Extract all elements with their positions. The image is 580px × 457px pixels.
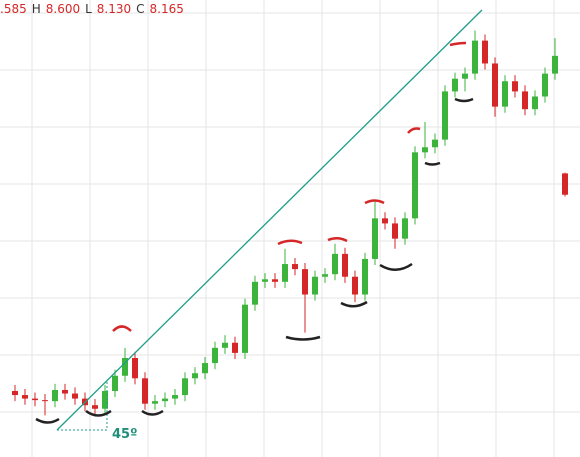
candle-body [22, 395, 28, 399]
candle-body [192, 373, 198, 379]
candle-body [322, 274, 328, 277]
candle-body [62, 389, 68, 394]
candle-body [342, 253, 348, 277]
candle-body [482, 40, 488, 64]
angle-guide [57, 380, 108, 431]
angle-label: 45º [112, 427, 137, 442]
header: .585 H 8.600 L 8.130 C 8.165 [0, 2, 184, 16]
candles [12, 30, 568, 416]
candle-body [302, 269, 308, 295]
candle-body [562, 173, 568, 195]
header-item: H [32, 2, 41, 16]
candle-body [552, 55, 558, 74]
trend-line [56, 9, 483, 431]
candle-body [372, 218, 378, 259]
candle-body [12, 390, 18, 396]
header-item: .585 [0, 2, 27, 16]
candle-body [72, 393, 78, 399]
candle-body [132, 357, 138, 379]
candle-body [122, 357, 128, 376]
candle-body [142, 378, 148, 404]
support-marks [35, 97, 474, 424]
candle-body [292, 264, 298, 270]
candle-body [152, 401, 158, 404]
candle-body [272, 279, 278, 282]
candle-body [382, 218, 388, 224]
header-item: 8.600 [46, 2, 80, 16]
candle-body [422, 147, 428, 153]
candle-body [452, 78, 458, 92]
candle-body [312, 276, 318, 295]
candle-body [202, 363, 208, 374]
candle-body [432, 139, 438, 148]
header-item: C [136, 2, 144, 16]
candle-body [32, 398, 38, 401]
candle-body [532, 96, 538, 110]
candle-body [492, 63, 498, 107]
candle-body [362, 258, 368, 295]
candle-body [512, 81, 518, 92]
candle-body [162, 398, 168, 402]
resistance-marks [112, 41, 467, 332]
candle-body [462, 73, 468, 79]
candle-body [182, 378, 188, 396]
candle-body [222, 342, 228, 348]
candle-body [102, 390, 108, 409]
candle-body [392, 223, 398, 239]
candle-body [262, 279, 268, 282]
candle-body [172, 395, 178, 399]
candle-body [442, 91, 448, 140]
header-item: L [85, 2, 92, 16]
candle-body [522, 91, 528, 110]
candle-body [252, 281, 258, 305]
candle-body [282, 264, 288, 282]
candle-body [502, 81, 508, 107]
candle-body [472, 40, 478, 74]
candle-body [112, 375, 118, 391]
candle-body [92, 405, 98, 409]
candle-body [352, 276, 358, 295]
candle-body [232, 342, 238, 353]
candle-body [42, 400, 48, 402]
candle-body [52, 389, 58, 402]
header-item: 8.165 [150, 2, 184, 16]
candle-body [412, 152, 418, 219]
candle-body [402, 218, 408, 239]
header-item: 8.130 [97, 2, 131, 16]
candle-body [212, 347, 218, 364]
candle-body [242, 304, 248, 353]
candle-body [542, 73, 548, 97]
candle-body [332, 253, 338, 275]
